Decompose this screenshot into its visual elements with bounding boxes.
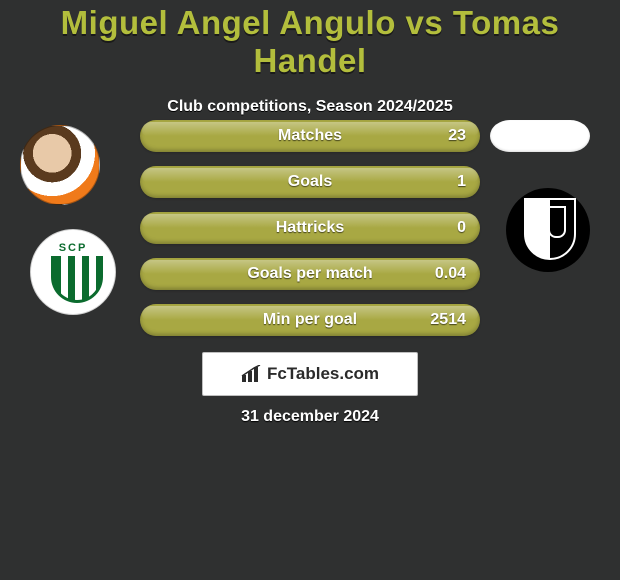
brand-box: FcTables.com <box>202 352 418 396</box>
stat-value: 0.04 <box>435 265 466 283</box>
right-badges <box>490 110 610 272</box>
stat-label: Min per goal <box>263 311 357 329</box>
date-line: 31 december 2024 <box>0 408 620 426</box>
stat-value: 23 <box>448 127 466 145</box>
stat-label: Hattricks <box>276 219 344 237</box>
stat-value: 1 <box>457 173 466 191</box>
stat-value: 2514 <box>430 311 466 329</box>
stat-row-min-per-goal: Min per goal 2514 <box>140 304 480 336</box>
stat-row-matches: Matches 23 <box>140 120 480 152</box>
club-logo-vitoria <box>506 188 590 272</box>
page-title: Miguel Angel Angulo vs Tomas Handel <box>0 0 620 80</box>
club-logo-sporting <box>30 229 116 315</box>
stats-group: Matches 23 Goals 1 Hattricks 0 Goals per… <box>140 120 480 350</box>
stat-label: Matches <box>278 127 342 145</box>
bar-chart-icon <box>241 365 263 383</box>
brand-text: FcTables.com <box>267 364 379 384</box>
stat-value: 0 <box>457 219 466 237</box>
stat-row-goals-per-match: Goals per match 0.04 <box>140 258 480 290</box>
stat-label: Goals <box>288 173 332 191</box>
stat-row-goals: Goals 1 <box>140 166 480 198</box>
stat-row-hattricks: Hattricks 0 <box>140 212 480 244</box>
player-pill-right <box>490 120 590 152</box>
stat-label: Goals per match <box>247 265 372 283</box>
left-badges <box>10 110 130 315</box>
player-photo-angulo <box>20 125 100 205</box>
